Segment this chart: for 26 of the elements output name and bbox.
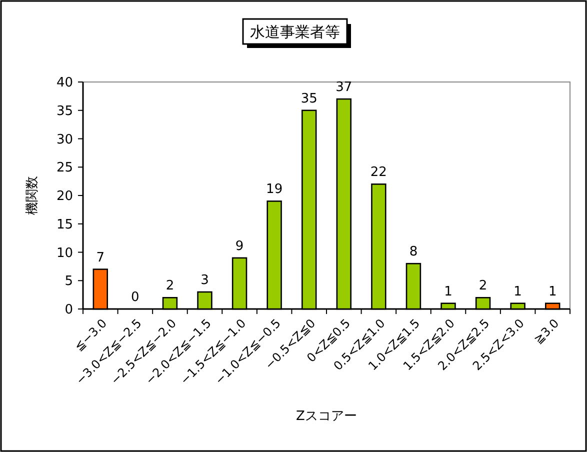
- y-axis-title: 機関数: [25, 176, 40, 215]
- data-label: 37: [336, 80, 352, 96]
- y-tick-label: 0: [64, 302, 73, 318]
- data-label: 1: [514, 284, 522, 300]
- data-label: 22: [370, 165, 387, 180]
- y-tick-label: 15: [56, 217, 73, 232]
- y-tick-label: 35: [56, 104, 73, 119]
- data-label: 35: [300, 91, 318, 106]
- data-label: 3: [200, 272, 209, 288]
- data-label: 2: [166, 278, 174, 294]
- data-label: 2: [478, 278, 488, 294]
- y-tick-label: 5: [64, 274, 73, 290]
- y-tick-label: 30: [56, 132, 73, 148]
- y-tick-label: 40: [56, 76, 73, 91]
- data-label: 7: [96, 250, 105, 266]
- chart-title: 水道事業者等: [250, 23, 340, 41]
- data-label: 19: [266, 182, 283, 198]
- y-tick-label: 25: [56, 160, 73, 176]
- y-tick-label: 20: [56, 189, 73, 204]
- data-label: 9: [235, 238, 244, 254]
- data-label: 0: [131, 290, 140, 305]
- data-label: 1: [444, 284, 452, 300]
- x-axis-title: Zスコアー: [296, 409, 357, 424]
- data-label: 8: [409, 244, 418, 260]
- y-tick-label: 10: [56, 246, 73, 261]
- data-label: 1: [548, 284, 557, 300]
